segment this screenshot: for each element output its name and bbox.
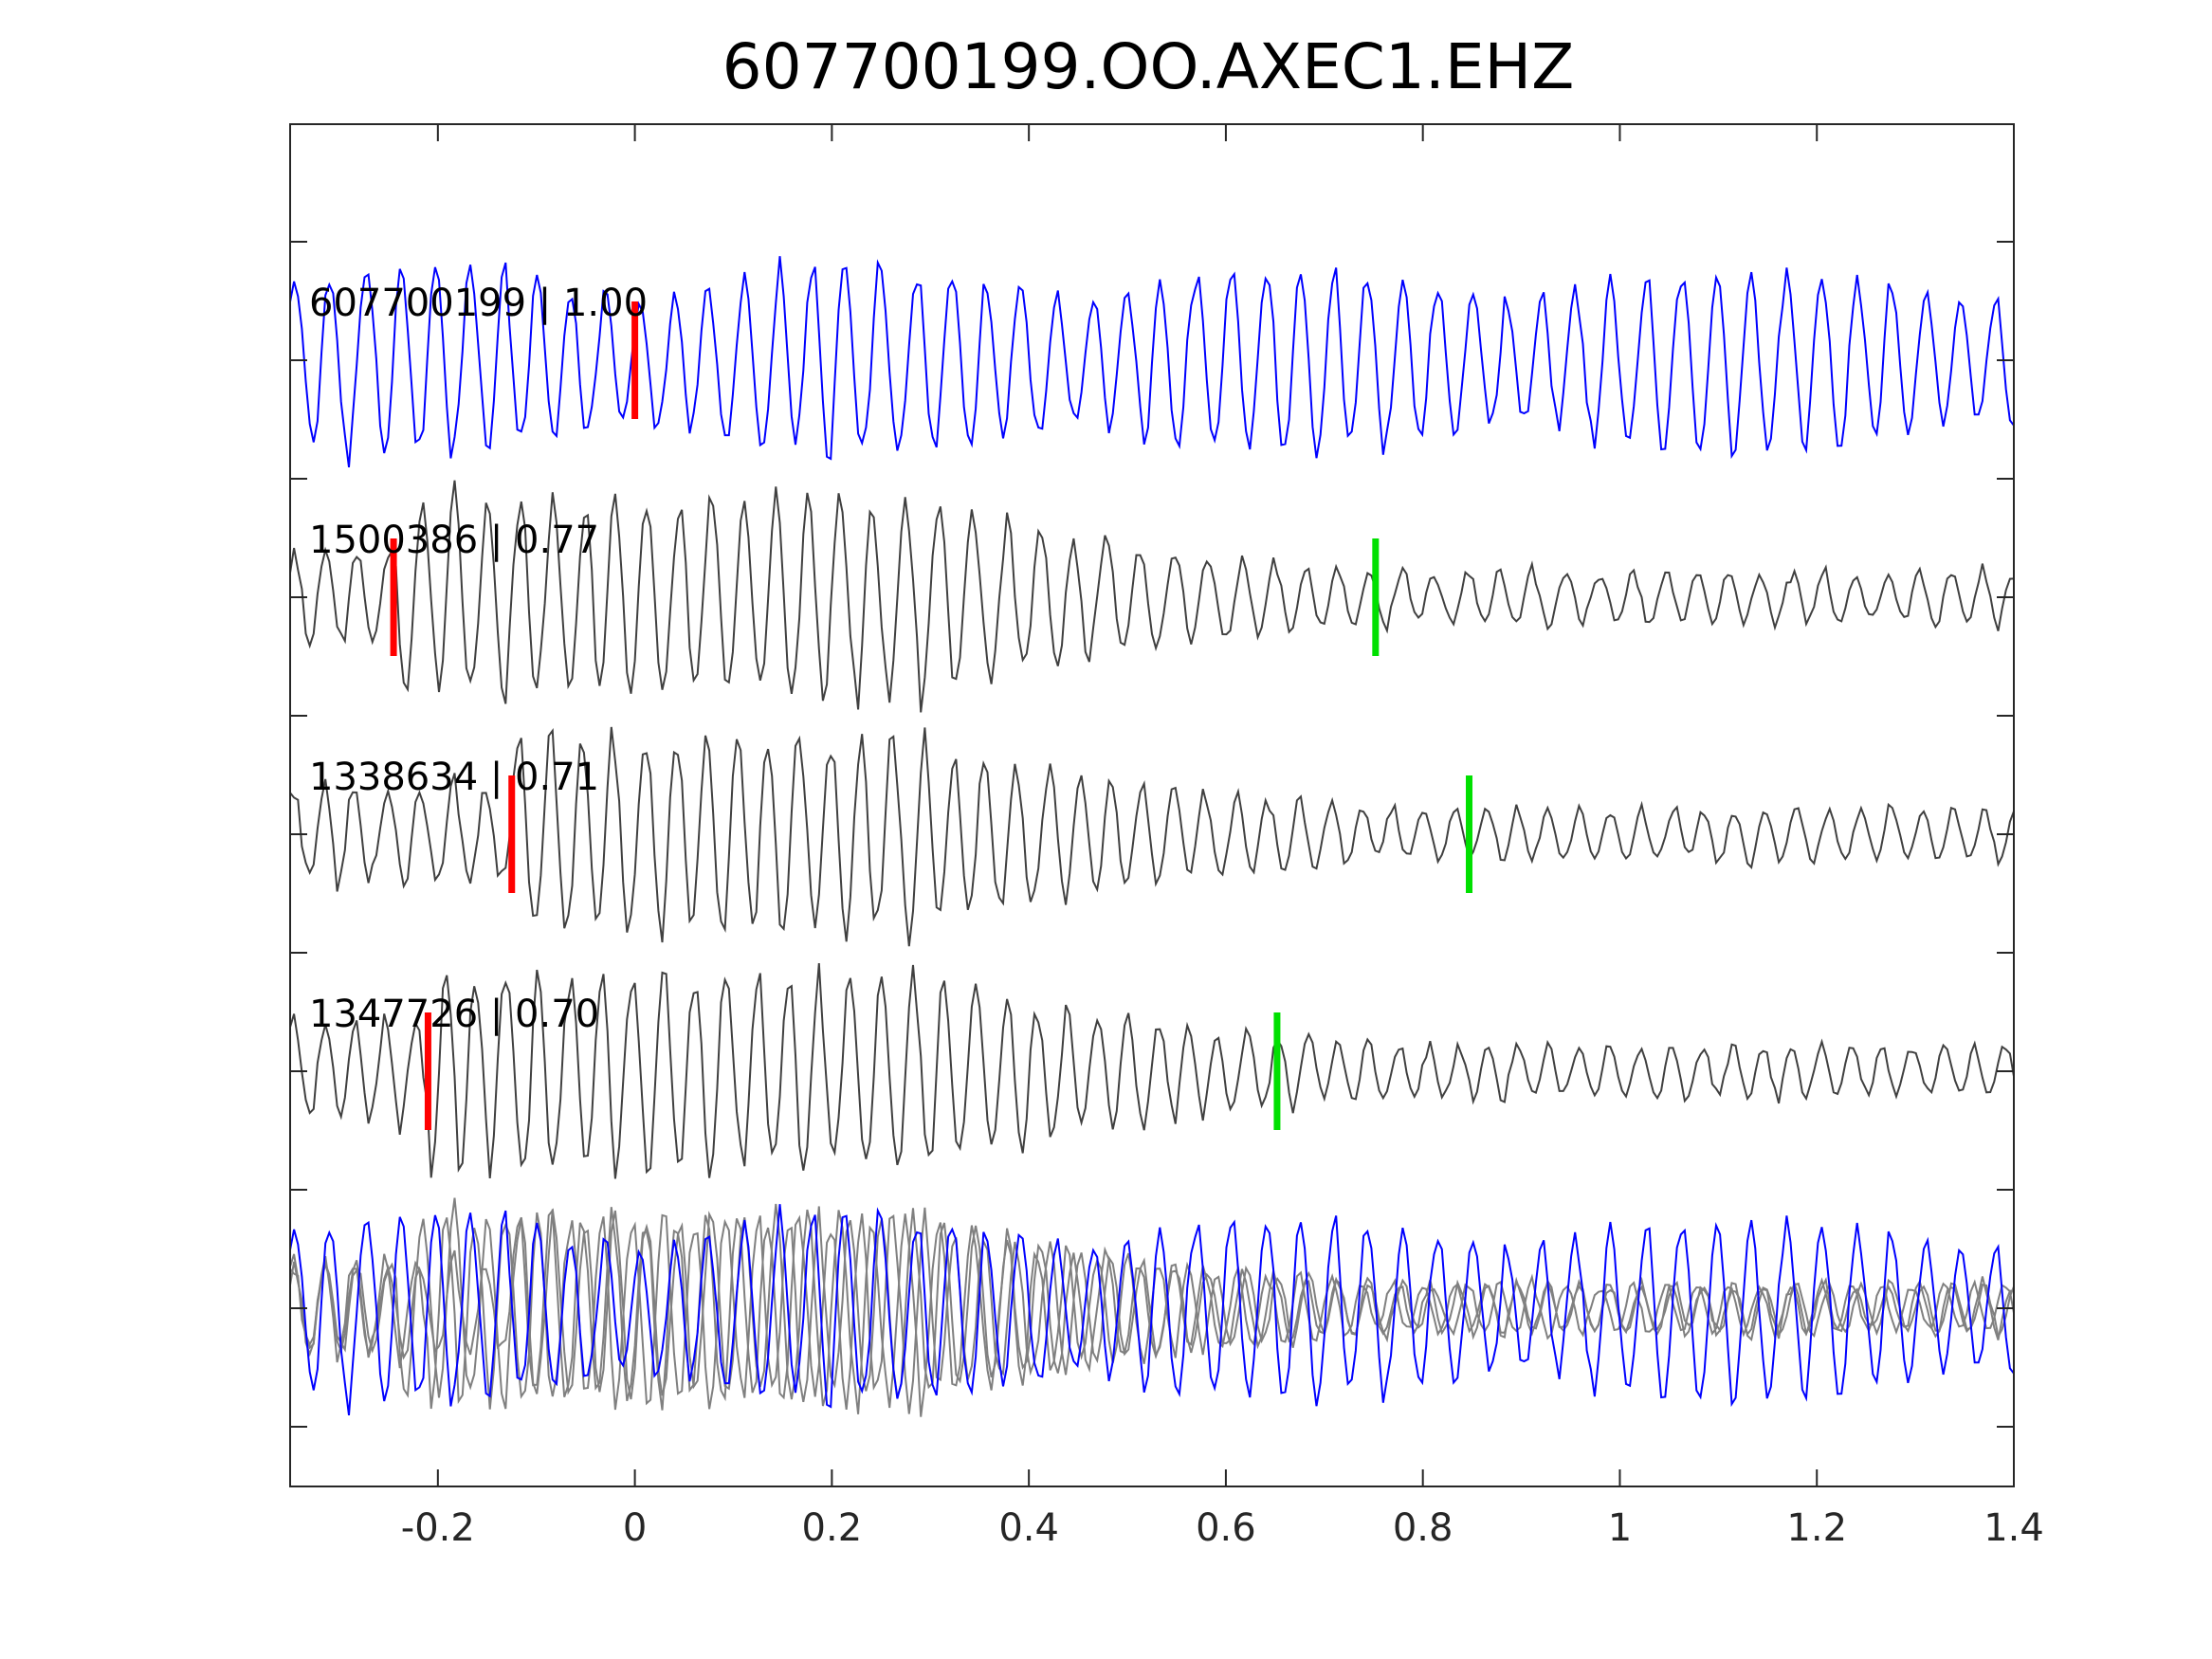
- x-tick-label: 1: [1608, 1506, 1632, 1550]
- x-tick-label: 0: [623, 1506, 647, 1550]
- trace-label: 1347726 | 0.70: [309, 993, 599, 1036]
- x-tick-label: 0.4: [998, 1506, 1059, 1550]
- trace-label: 1500386 | 0.77: [309, 519, 599, 562]
- x-tick-label: 0.2: [802, 1506, 863, 1550]
- x-tick-label: -0.2: [401, 1506, 475, 1550]
- trace-label: 1338634 | 0.71: [309, 756, 599, 799]
- series-line: [289, 256, 2015, 468]
- chart-title: 607700199.OO.AXEC1.EHZ: [722, 30, 1575, 103]
- x-tick-label: 1.2: [1786, 1506, 1847, 1550]
- series-line: [289, 963, 2015, 1179]
- x-tick-label: 1.4: [1983, 1506, 2044, 1550]
- axes-box: [289, 123, 2015, 1487]
- x-tick-label: 0.8: [1393, 1506, 1453, 1550]
- overlay-series-line: [289, 1197, 2015, 1417]
- plot-area: 607700199 | 1.00 1500386 | 0.77 1338634 | …: [289, 256, 2015, 1417]
- series-line: [289, 726, 2015, 947]
- axis-ticks: -0.2 0 0.2 0.4 0.6 0.8 1 1.2 1.4: [290, 124, 2044, 1550]
- overlay-series-line: [289, 1204, 2015, 1416]
- x-tick-label: 0.6: [1196, 1506, 1256, 1550]
- trace-label: 607700199 | 1.00: [309, 282, 648, 325]
- series-line: [289, 480, 2015, 713]
